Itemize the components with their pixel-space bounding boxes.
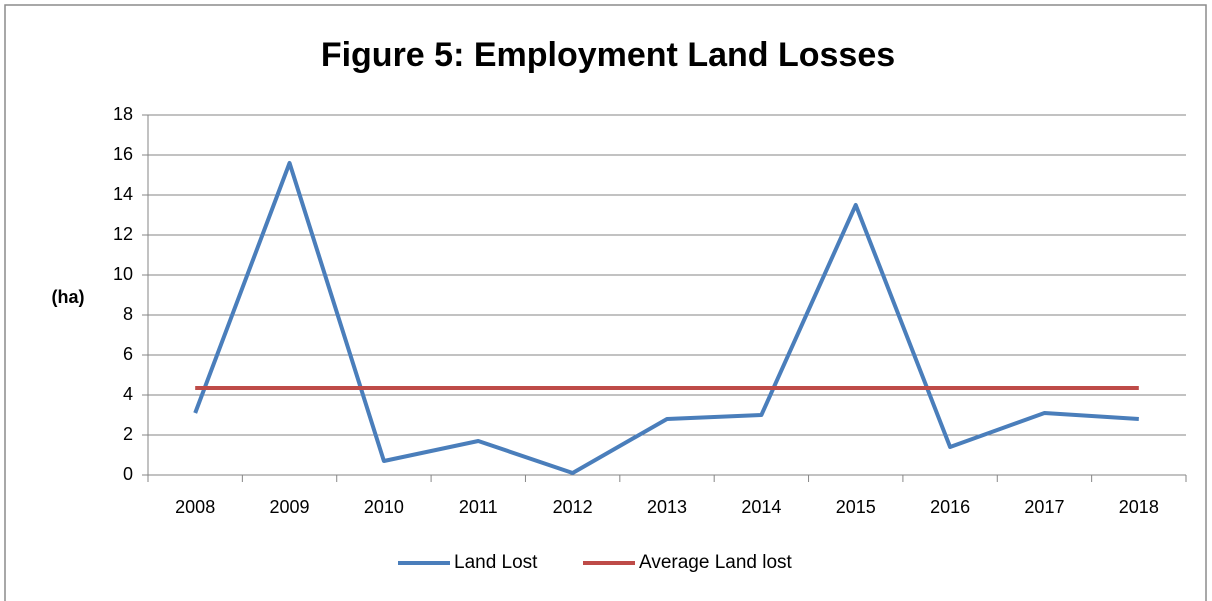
x-tick-label: 2017 (1024, 497, 1064, 517)
y-tick-label: 2 (123, 424, 133, 444)
y-tick-label: 8 (123, 304, 133, 324)
y-tick-label: 0 (123, 464, 133, 484)
x-tick-label: 2013 (647, 497, 687, 517)
x-tick-label: 2011 (459, 497, 498, 517)
legend-label: Average Land lost (639, 552, 793, 573)
x-tick-label: 2016 (930, 497, 970, 517)
y-tick-label: 4 (123, 384, 133, 404)
x-tick-label: 2014 (741, 497, 781, 517)
x-tick-label: 2008 (175, 497, 215, 517)
y-tick-label: 10 (113, 264, 133, 284)
y-axis-label: (ha) (52, 287, 85, 307)
chart-frame (4, 4, 1207, 601)
x-tick-label: 2015 (836, 497, 876, 517)
y-tick-label: 18 (113, 104, 133, 124)
y-tick-label: 14 (113, 184, 133, 204)
x-tick-label: 2018 (1119, 497, 1159, 517)
y-tick-label: 6 (123, 344, 133, 364)
x-tick-label: 2010 (364, 497, 404, 517)
y-tick-label: 16 (113, 144, 133, 164)
x-tick-label: 2012 (553, 497, 593, 517)
data-line (193, 161, 1139, 475)
y-tick-label: 12 (113, 224, 133, 244)
chart-title: Figure 5: Employment Land Losses (321, 36, 895, 74)
legend-label: Land Lost (454, 552, 538, 573)
x-tick-label: 2009 (270, 497, 310, 517)
